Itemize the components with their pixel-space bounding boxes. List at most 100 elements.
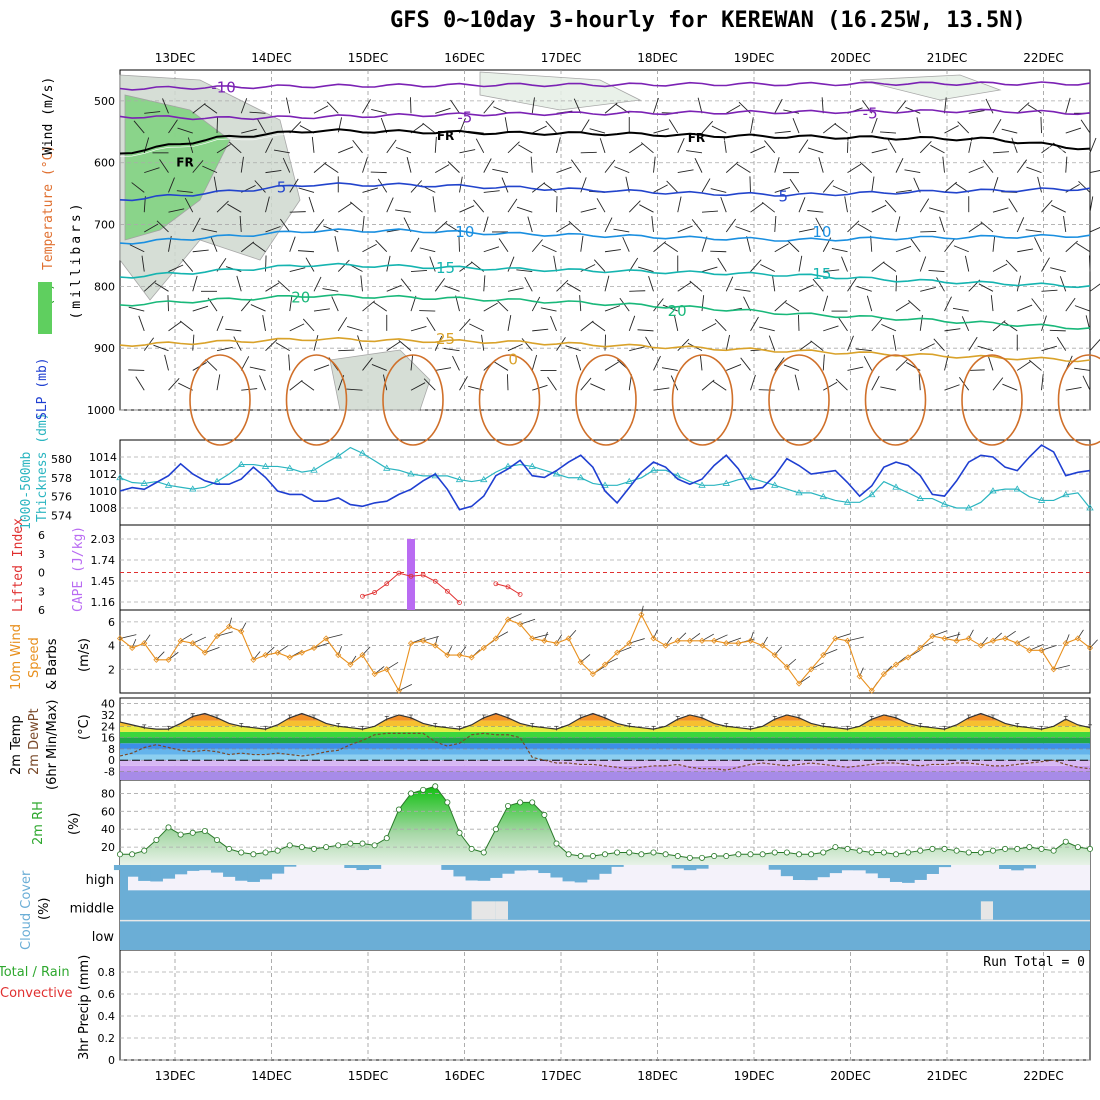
wind-barb [435, 367, 452, 371]
ylabel-cape: CAPE (J/kg) [71, 526, 86, 612]
cloud-high-bar [271, 865, 285, 874]
precip-tick-label: 0.8 [98, 966, 116, 979]
wind-speed-point [589, 670, 596, 678]
ylabel-cloud-units: (%) [37, 898, 52, 921]
isotherm-15 [119, 262, 1091, 289]
wind-barb [249, 366, 266, 371]
temp-band [120, 726, 1090, 732]
cloud-high-bar [368, 865, 382, 869]
wind-barb [653, 387, 670, 391]
wind-speed-point [965, 635, 972, 642]
cloud-high-bar [1011, 865, 1024, 871]
rh-point [662, 851, 669, 858]
wind-speed-point [759, 642, 766, 649]
wind-barb [881, 323, 897, 332]
cloud-high-bar [247, 865, 260, 882]
surface-wind-barb [956, 631, 960, 641]
wind-barb [531, 182, 546, 193]
wind-barb [265, 169, 282, 174]
rh-point [395, 806, 402, 813]
rh-point [383, 835, 390, 842]
wind-speed-point [650, 635, 657, 642]
wind-barb [933, 338, 945, 351]
wind-barb [324, 163, 339, 173]
surface-wind-barb [823, 649, 838, 656]
isotherm-30-loop [671, 354, 734, 446]
isotherm-label: FR [437, 129, 454, 143]
wind-barb [239, 215, 242, 232]
surface-wind-barb [192, 636, 207, 644]
wind-barb [807, 210, 824, 213]
wind-barb [313, 161, 327, 173]
wind-barb [216, 315, 224, 332]
wind-barb [968, 369, 985, 371]
wind-barb [443, 347, 460, 352]
thickness-marker [674, 472, 682, 479]
rh-point [880, 849, 887, 856]
lifted-index-point [505, 584, 511, 590]
wind-barb [870, 235, 873, 252]
wind-barb [580, 320, 594, 332]
wind-barb [871, 176, 875, 193]
wind-speed-line [119, 613, 1091, 693]
rh-point [965, 849, 972, 856]
wind-barb [1074, 367, 1091, 371]
cloud-high-bar [356, 865, 370, 871]
cape-tick-label: 1.45 [91, 575, 116, 588]
cloud-layer-label: middle [70, 902, 114, 917]
thickness-marker [552, 470, 561, 477]
lifted-index-point [457, 600, 462, 605]
wind-barb [711, 125, 727, 134]
wind-barb [1065, 127, 1082, 134]
wind-speed-point [226, 623, 233, 630]
lifted-index-line [362, 572, 460, 603]
thickness-marker [358, 449, 367, 456]
rh-shading [859, 74, 1002, 101]
wind-barb [1017, 248, 1034, 253]
cloud-high-bar [283, 865, 297, 867]
wind-barb [866, 295, 873, 312]
rh-shading [329, 349, 431, 411]
wind-barb [677, 281, 692, 292]
wind-barb [483, 275, 486, 292]
cloud-high-bar [805, 865, 818, 881]
wind-speed-point [359, 651, 366, 659]
lifted-index-point [444, 588, 450, 594]
lifted-index-point [420, 572, 426, 578]
wind-barb [349, 201, 363, 213]
surface-wind-barb [726, 637, 742, 644]
wind-barb [338, 349, 355, 352]
wind-barb [129, 244, 145, 253]
cloud-high-bar [877, 865, 891, 879]
surface-wind-barb [701, 633, 715, 642]
wind-barb [884, 199, 897, 213]
wind-speed-point [856, 673, 863, 680]
wind-barb [871, 148, 888, 154]
wind-barb [550, 315, 557, 332]
wind-barb [689, 280, 703, 292]
surface-wind-barb [180, 633, 193, 642]
wind-barb [749, 176, 751, 193]
wind-barb [1056, 336, 1067, 351]
cloud-high-bar [223, 865, 236, 877]
isotherm-FR-inner [119, 131, 1091, 157]
wind-barb [710, 250, 727, 253]
rh-point [177, 831, 184, 838]
wind-barb [1074, 305, 1091, 312]
wind-barb [787, 240, 800, 253]
isotherm-label: 0 [508, 350, 518, 368]
wind-barb [880, 131, 897, 134]
wind-speed-point [783, 663, 790, 670]
wind-barb [133, 120, 145, 134]
wind-barb [832, 185, 848, 193]
surface-wind-barb [204, 647, 220, 654]
panel-frame-wind [119, 609, 1091, 694]
cloud-high-bar [1023, 865, 1036, 869]
rh-point [905, 849, 912, 856]
wind-barb [282, 157, 291, 173]
thickness-marker [601, 481, 609, 488]
ylabel-precip-3: 3hr Precip (mm) [77, 955, 92, 1060]
wind-barb [580, 151, 597, 154]
rh-point [844, 845, 851, 852]
